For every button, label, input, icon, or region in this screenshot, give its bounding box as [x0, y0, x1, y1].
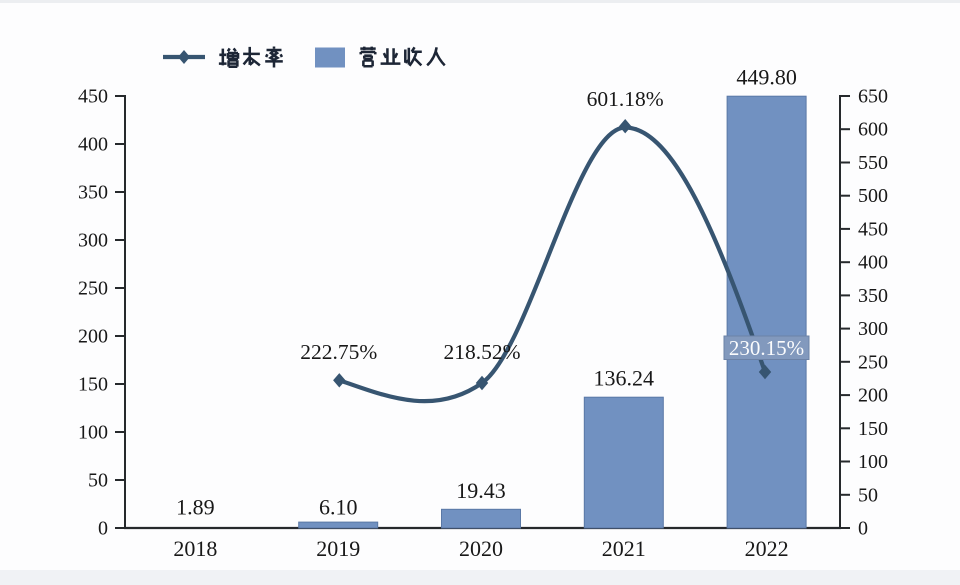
svg-text:250: 250: [858, 351, 888, 373]
svg-text:350: 350: [78, 182, 108, 204]
svg-text:6.10: 6.10: [319, 495, 358, 520]
svg-text:300: 300: [858, 318, 888, 340]
svg-text:2022: 2022: [745, 536, 789, 561]
svg-text:500: 500: [858, 185, 888, 207]
svg-text:450: 450: [78, 86, 108, 108]
svg-text:300: 300: [78, 230, 108, 252]
svg-text:550: 550: [858, 152, 888, 174]
svg-text:400: 400: [78, 134, 108, 156]
svg-text:136.24: 136.24: [594, 366, 655, 391]
svg-text:250: 250: [78, 278, 108, 300]
svg-text:2018: 2018: [173, 536, 217, 561]
svg-text:449.80: 449.80: [736, 65, 797, 90]
svg-text:150: 150: [78, 374, 108, 396]
svg-text:0: 0: [98, 518, 108, 540]
svg-text:2020: 2020: [459, 536, 503, 561]
svg-text:19.43: 19.43: [456, 478, 506, 503]
svg-text:200: 200: [858, 385, 888, 407]
svg-text:350: 350: [858, 285, 888, 307]
svg-text:222.75%: 222.75%: [300, 340, 377, 364]
svg-text:218.52%: 218.52%: [443, 340, 520, 364]
svg-text:200: 200: [78, 326, 108, 348]
svg-text:601.18%: 601.18%: [587, 87, 664, 111]
svg-text:0: 0: [858, 518, 868, 540]
svg-text:2019: 2019: [316, 536, 360, 561]
svg-text:100: 100: [858, 451, 888, 473]
svg-text:50: 50: [858, 484, 878, 506]
svg-text:1.89: 1.89: [176, 495, 215, 520]
svg-text:650: 650: [858, 86, 888, 108]
svg-text:400: 400: [858, 252, 888, 274]
svg-text:450: 450: [858, 218, 888, 240]
svg-text:600: 600: [858, 119, 888, 141]
svg-text:50: 50: [88, 470, 108, 492]
svg-text:150: 150: [858, 418, 888, 440]
svg-text:230.15%: 230.15%: [729, 336, 804, 360]
svg-text:100: 100: [78, 422, 108, 444]
svg-text:2021: 2021: [602, 536, 646, 561]
